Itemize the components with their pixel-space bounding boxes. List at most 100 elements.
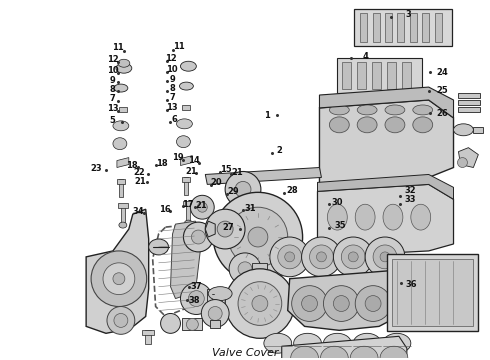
Ellipse shape <box>323 333 351 353</box>
Text: 4: 4 <box>363 51 368 60</box>
Bar <box>435 13 441 42</box>
Ellipse shape <box>191 195 214 219</box>
Bar <box>357 62 366 89</box>
Text: 18: 18 <box>126 161 138 170</box>
Bar <box>252 263 267 275</box>
Ellipse shape <box>238 262 252 276</box>
Ellipse shape <box>373 245 397 269</box>
Ellipse shape <box>217 221 233 237</box>
Ellipse shape <box>103 263 135 294</box>
Bar <box>354 9 451 46</box>
Bar <box>142 330 154 335</box>
Text: 9: 9 <box>110 76 116 85</box>
Ellipse shape <box>208 287 232 301</box>
Text: 34: 34 <box>132 207 144 216</box>
Polygon shape <box>205 167 321 184</box>
Bar <box>210 320 220 328</box>
Text: 10: 10 <box>107 66 119 75</box>
Ellipse shape <box>385 105 405 115</box>
Bar <box>119 107 127 112</box>
Text: 3: 3 <box>405 10 411 19</box>
Ellipse shape <box>118 59 130 67</box>
Bar <box>421 279 435 286</box>
Ellipse shape <box>107 306 135 334</box>
Ellipse shape <box>292 286 327 321</box>
Bar <box>397 13 404 42</box>
Text: 28: 28 <box>287 186 298 195</box>
Polygon shape <box>86 209 148 333</box>
Bar <box>392 259 473 327</box>
Ellipse shape <box>383 333 411 353</box>
Ellipse shape <box>184 220 193 226</box>
Ellipse shape <box>148 239 169 255</box>
Ellipse shape <box>285 252 294 262</box>
Ellipse shape <box>327 204 347 230</box>
Ellipse shape <box>310 245 333 269</box>
Ellipse shape <box>114 84 128 92</box>
Text: 11: 11 <box>112 43 123 52</box>
Bar <box>121 204 125 226</box>
Ellipse shape <box>248 227 268 247</box>
Text: 23: 23 <box>91 164 102 173</box>
Ellipse shape <box>278 245 302 269</box>
Bar <box>459 107 480 112</box>
Ellipse shape <box>383 204 403 230</box>
Polygon shape <box>318 184 454 257</box>
Text: 14: 14 <box>188 156 200 165</box>
Ellipse shape <box>329 117 349 133</box>
Ellipse shape <box>192 230 205 244</box>
Bar <box>402 62 411 89</box>
Ellipse shape <box>270 237 310 277</box>
Bar <box>360 13 367 42</box>
Text: 2: 2 <box>276 146 282 155</box>
Ellipse shape <box>213 192 303 282</box>
Ellipse shape <box>119 222 127 228</box>
Text: 26: 26 <box>436 109 448 118</box>
Ellipse shape <box>183 222 213 252</box>
Ellipse shape <box>413 105 433 115</box>
Ellipse shape <box>355 286 391 321</box>
Text: 22: 22 <box>133 168 145 177</box>
Bar <box>343 62 351 89</box>
Text: 17: 17 <box>182 200 194 209</box>
Bar <box>410 13 417 42</box>
Bar <box>183 201 194 206</box>
Bar <box>145 330 150 344</box>
Text: Valve Cover: Valve Cover <box>212 348 278 358</box>
Ellipse shape <box>385 117 405 133</box>
Ellipse shape <box>291 346 318 360</box>
Text: 10: 10 <box>166 65 178 74</box>
Ellipse shape <box>454 124 473 136</box>
Ellipse shape <box>350 346 378 360</box>
Bar <box>459 93 480 98</box>
Bar <box>117 179 125 184</box>
Ellipse shape <box>176 136 191 148</box>
Bar <box>473 127 483 133</box>
Ellipse shape <box>205 209 245 249</box>
Ellipse shape <box>302 237 342 277</box>
Bar <box>337 58 422 93</box>
Ellipse shape <box>180 61 196 71</box>
Polygon shape <box>318 175 454 199</box>
Text: 7: 7 <box>110 94 116 103</box>
Bar <box>184 177 188 195</box>
Bar <box>385 13 392 42</box>
Polygon shape <box>171 221 202 298</box>
Text: 32: 32 <box>405 186 416 195</box>
Bar <box>421 261 431 276</box>
Ellipse shape <box>176 119 193 129</box>
Text: 7: 7 <box>169 94 175 103</box>
Ellipse shape <box>294 333 321 353</box>
Polygon shape <box>282 336 407 360</box>
Polygon shape <box>319 87 454 118</box>
Text: 16: 16 <box>159 205 171 214</box>
Text: 21: 21 <box>135 177 147 186</box>
Text: 13: 13 <box>107 104 119 113</box>
Ellipse shape <box>323 286 359 321</box>
Bar <box>387 254 478 331</box>
Ellipse shape <box>425 257 433 265</box>
Bar <box>182 319 202 330</box>
Ellipse shape <box>458 158 467 167</box>
Ellipse shape <box>252 296 268 311</box>
Text: 31: 31 <box>244 204 256 213</box>
